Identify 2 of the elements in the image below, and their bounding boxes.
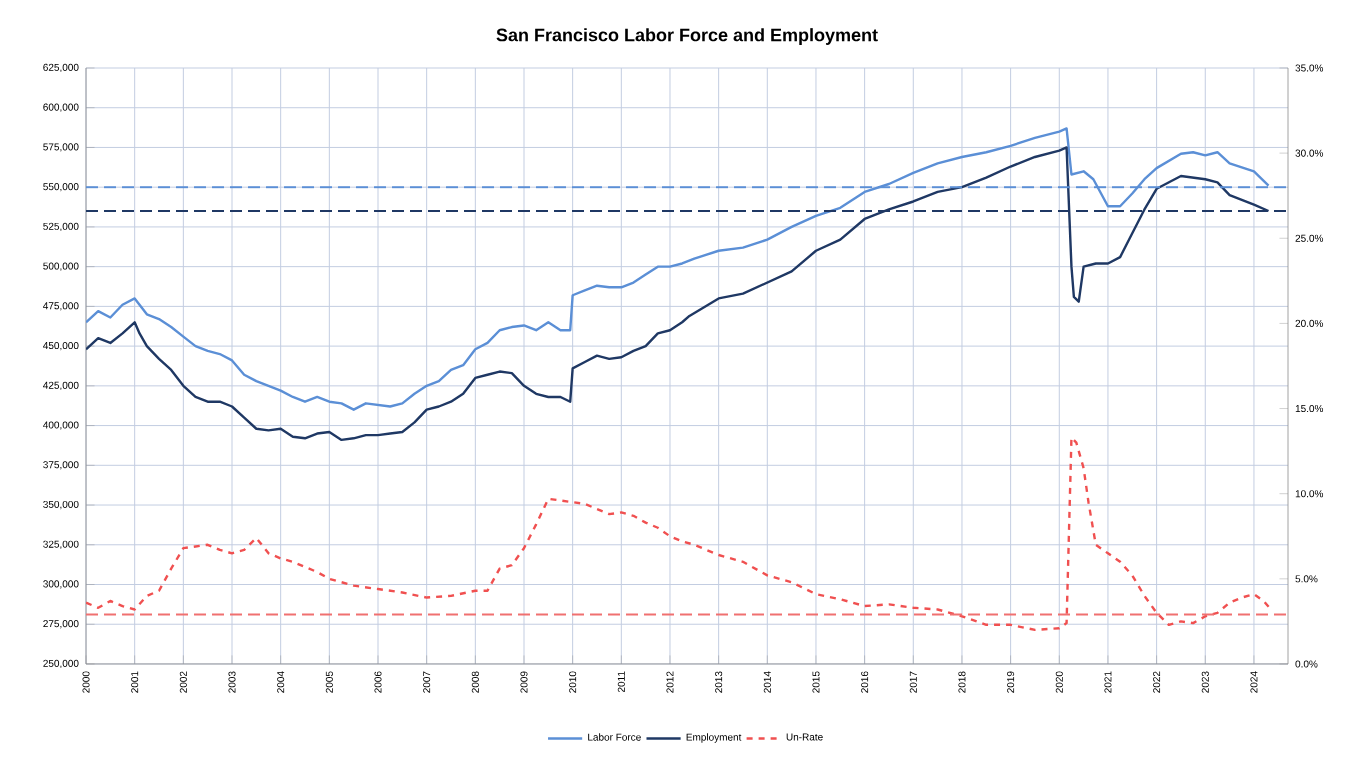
line-series	[86, 436, 1273, 632]
chart-title: San Francisco Labor Force and Employment	[496, 28, 878, 45]
